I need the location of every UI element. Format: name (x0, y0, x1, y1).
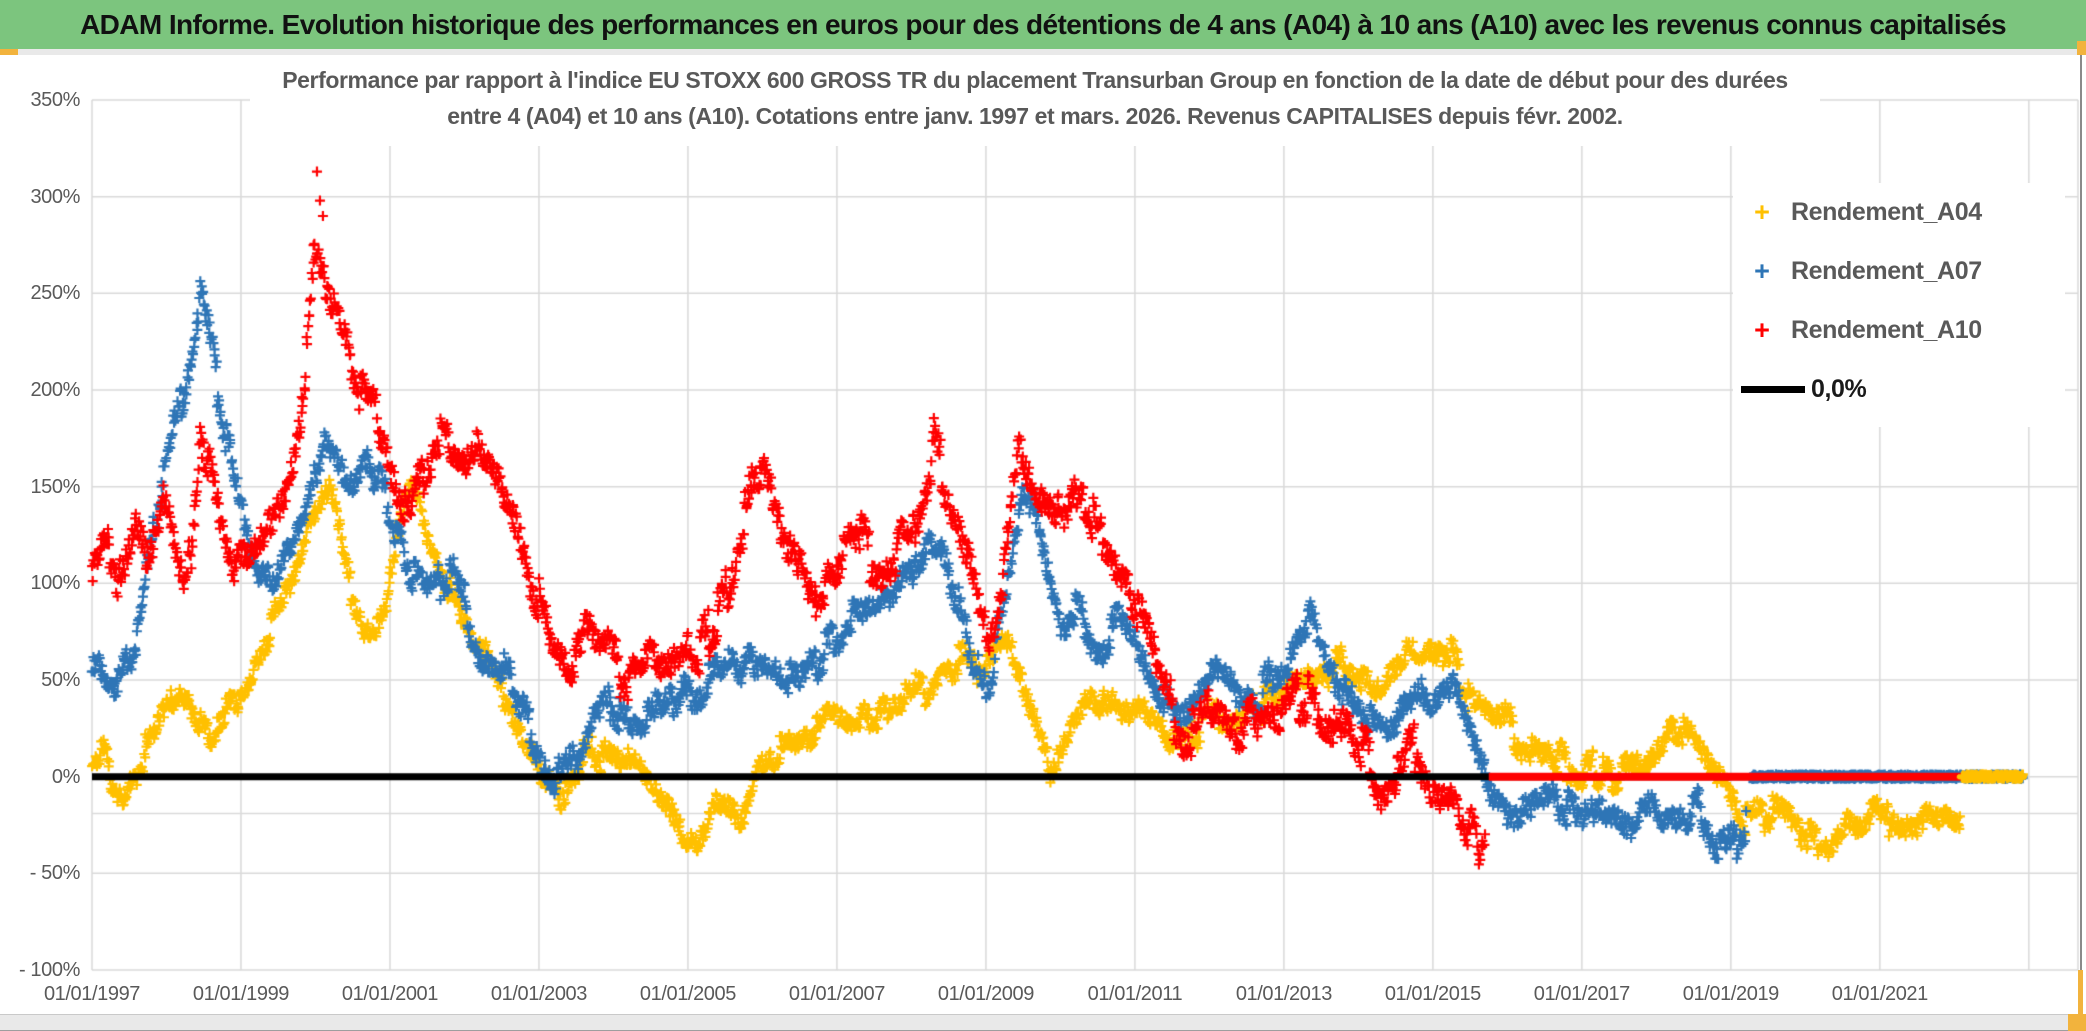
chart-title: Performance par rapport à l'indice EU ST… (250, 62, 1820, 146)
legend-item-zero-line: 0,0% (1733, 360, 2065, 419)
x-axis-tick-label: 01/01/2003 (490, 983, 588, 1005)
legend-item-rendement-a07: + Rendement_A07 (1733, 242, 2065, 301)
plus-marker-icon: + (1754, 256, 1770, 286)
line-swatch-icon (1741, 386, 1805, 393)
gold-accent-top-right (2077, 41, 2086, 55)
y-axis-tick-label: 150% (30, 475, 80, 498)
x-axis-tick-label: 01/01/2017 (1533, 983, 1631, 1005)
x-axis-tick-label: 01/01/2021 (1831, 983, 1929, 1005)
y-axis-tick-label: 100% (30, 572, 80, 595)
y-axis-tick-label: 350% (30, 89, 80, 111)
pane-divider (2080, 55, 2082, 1014)
report-title: ADAM Informe. Evolution historique des p… (80, 8, 2006, 40)
gold-accent-right-edge (2078, 970, 2083, 1014)
plus-marker-icon: + (1754, 315, 1770, 345)
x-axis-tick-label: 01/01/2009 (937, 983, 1035, 1005)
title-bar-underline (0, 49, 2086, 55)
gold-accent-top-left (0, 49, 18, 55)
plus-marker-icon: + (1754, 197, 1770, 227)
legend-label: Rendement_A04 (1791, 198, 1982, 226)
x-axis-tick-label: 01/01/2005 (639, 983, 737, 1005)
legend-label: Rendement_A10 (1791, 316, 1982, 344)
x-axis-tick-label: 01/01/1997 (43, 983, 141, 1005)
x-axis-tick-label: 01/01/1999 (192, 983, 290, 1005)
gold-accent-bottom-right (2068, 1014, 2086, 1031)
x-axis-tick-label: 01/01/2019 (1682, 983, 1780, 1005)
chart-legend: + Rendement_A04 + Rendement_A07 + Rendem… (1733, 183, 2065, 427)
y-axis-tick-label: 0% (51, 765, 81, 788)
sheet-scrollbar-area[interactable] (0, 1014, 2086, 1031)
x-axis-tick-label: 01/01/2011 (1087, 983, 1183, 1005)
legend-item-rendement-a10: + Rendement_A10 (1733, 301, 2065, 360)
chart-title-line-1: Performance par rapport à l'indice EU ST… (282, 67, 1788, 93)
y-axis-tick-label: 50% (41, 669, 80, 691)
legend-item-rendement-a04: + Rendement_A04 (1733, 183, 2065, 242)
report-title-bar: ADAM Informe. Evolution historique des p… (0, 0, 2086, 49)
x-axis-tick-label: 01/01/2015 (1384, 983, 1482, 1005)
legend-label: Rendement_A07 (1791, 257, 1982, 285)
y-axis-tick-label: 250% (30, 282, 80, 305)
x-axis-tick-label: 01/01/2001 (341, 983, 439, 1005)
legend-label: 0,0% (1811, 375, 1867, 403)
y-axis-tick-label: 300% (30, 185, 80, 208)
chart-title-line-2: entre 4 (A04) et 10 ans (A10). Cotations… (447, 103, 1623, 129)
y-axis-tick-label: - 100% (19, 959, 80, 981)
y-axis-tick-label: - 50% (29, 862, 81, 885)
x-axis-tick-label: 01/01/2007 (788, 983, 886, 1005)
x-axis-tick-label: 01/01/2013 (1235, 983, 1333, 1005)
y-axis-tick-label: 200% (30, 379, 80, 401)
